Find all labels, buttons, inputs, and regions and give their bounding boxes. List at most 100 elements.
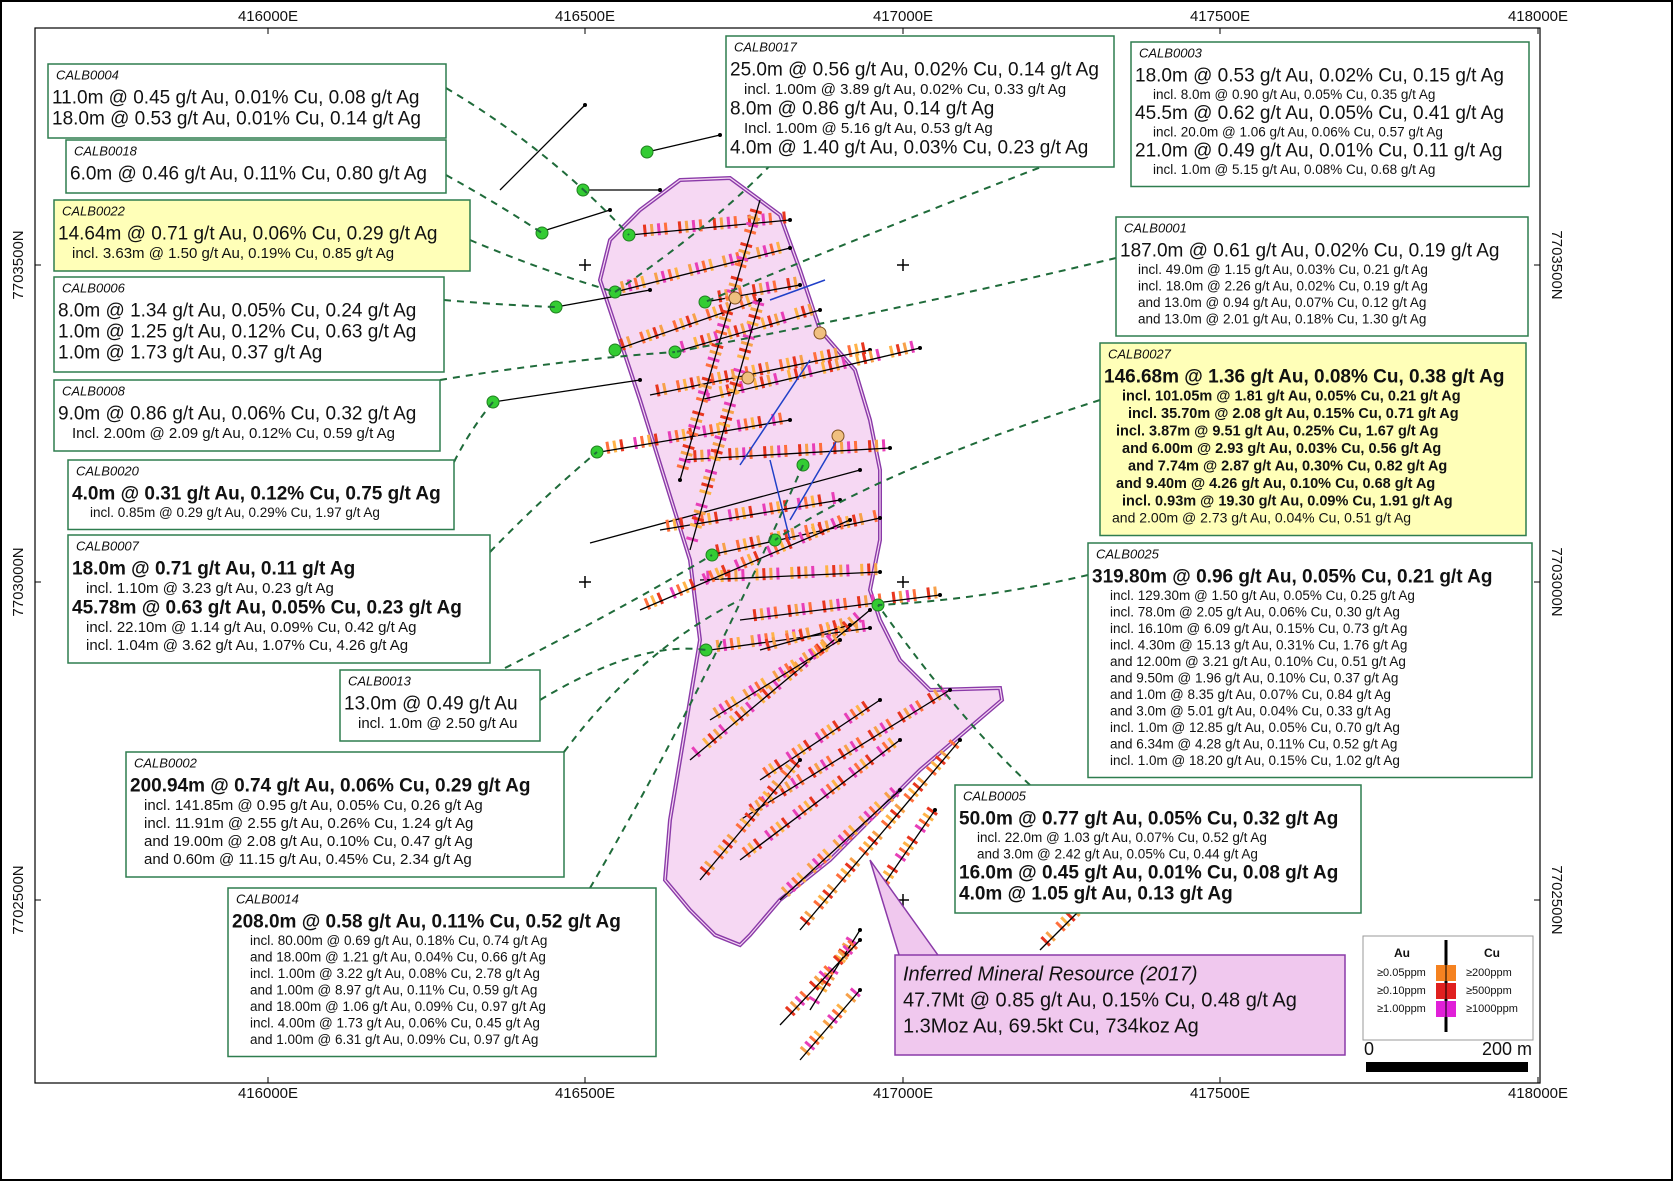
collar [698, 295, 712, 309]
intercept [747, 842, 757, 854]
callout-box [47, 63, 447, 139]
intercept [667, 431, 673, 444]
intercept [808, 796, 819, 808]
callout: CALB0003 18.0m @ 0.53 g/t Au, 0.02% Cu, 0… [1130, 41, 1530, 188]
drill-trace [539, 209, 611, 233]
intercept-line: incl. 1.10m @ 3.23 g/t Au, 0.23 g/t Ag [86, 580, 334, 597]
intercept [825, 621, 832, 635]
intercept-line: 50.0m @ 0.77 g/t Au, 0.05% Cu, 0.32 g/t … [959, 809, 1338, 830]
intercept-line: incl. 78.0m @ 2.05 g/t Au, 0.06% Cu, 0.3… [1110, 604, 1400, 619]
drill-trace [499, 104, 586, 191]
trace-end [858, 988, 862, 992]
intercept [754, 799, 764, 812]
drill-trace [704, 284, 801, 303]
intercept [822, 1019, 834, 1030]
intercept-line: incl. 1.04m @ 3.62 g/t Au, 1.07% Cu, 4.2… [86, 637, 408, 654]
intercept [716, 371, 723, 384]
intercept [785, 537, 793, 550]
intercept [863, 595, 869, 608]
intercept [721, 542, 728, 555]
intercept [897, 711, 906, 723]
intercept-line: and 9.40m @ 4.26 g/t Au, 0.10% Cu, 0.68 … [1116, 476, 1435, 492]
intercept [768, 212, 773, 225]
intercept [701, 572, 710, 586]
drill-trace [739, 739, 901, 861]
intercept [826, 966, 839, 975]
drill-trace [639, 519, 851, 611]
intercept [889, 808, 901, 819]
intercept-line: incl. 11.91m @ 2.55 g/t Au, 0.26% Cu, 1.… [144, 815, 473, 832]
callout: CALB0014 208.0m @ 0.58 g/t Au, 0.11% Cu, … [227, 887, 657, 1058]
intercept [837, 949, 849, 961]
intercept [889, 786, 900, 798]
intercept-line: and 12.00m @ 3.21 g/t Au, 0.10% Cu, 0.51… [1110, 654, 1406, 669]
intercept [740, 323, 747, 336]
intercept [771, 779, 783, 790]
intercept [819, 350, 826, 363]
intercept [625, 335, 633, 349]
intercept [948, 739, 960, 750]
intercept [769, 567, 773, 580]
intercept [694, 262, 701, 275]
intercept [854, 620, 859, 633]
trace-end [658, 188, 662, 192]
northing-label: 7703000N [10, 547, 27, 616]
intercept [801, 651, 811, 664]
intercept [798, 531, 806, 544]
intercept [789, 758, 801, 769]
leader-line [589, 464, 804, 889]
intercept-line: incl. 141.85m @ 0.95 g/t Au, 0.05% Cu, 0… [144, 797, 483, 814]
trace-end [798, 758, 802, 762]
intercept [822, 848, 833, 860]
intercept [658, 324, 666, 337]
intercept [735, 822, 747, 833]
intercept [660, 270, 667, 283]
intercept [825, 634, 836, 646]
callout: CALB0020 4.0m @ 0.31 g/t Au, 0.12% Cu, 0.… [67, 459, 455, 531]
hole-id: CALB0008 [62, 383, 126, 398]
intercept [789, 777, 799, 790]
intercept-line: incl. 101.05m @ 1.81 g/t Au, 0.05% Cu, 0… [1122, 389, 1461, 405]
intercept [830, 517, 838, 530]
intercept [868, 805, 879, 817]
intercept [721, 255, 728, 268]
intercept [814, 643, 825, 655]
legend-class: ≥0.10ppm [1377, 985, 1426, 997]
intercept [686, 430, 699, 437]
intercept [746, 320, 759, 327]
trace-end [878, 698, 882, 702]
intercept [682, 378, 688, 391]
intercept [846, 441, 851, 454]
intercept [826, 724, 836, 736]
intercept [742, 447, 746, 460]
intercept [747, 215, 761, 222]
intercept [807, 364, 813, 378]
intercept-line: Incl. 2.00m @ 2.09 g/t Au, 0.12% Cu, 0.5… [72, 425, 395, 442]
intercept [684, 220, 689, 233]
planned-hole [769, 459, 791, 541]
drill-trace [492, 379, 641, 403]
intercept [672, 319, 679, 333]
drill-trace [699, 759, 801, 881]
intercept [891, 591, 897, 604]
callout: CALB0018 6.0m @ 0.46 g/t Au, 0.11% Cu, 0.… [65, 139, 447, 194]
intercept [721, 838, 734, 849]
callout: CALB0006 8.0m @ 1.34 g/t Au, 0.05% Cu, 0.… [53, 276, 445, 373]
intercept [663, 222, 668, 235]
intercept [808, 995, 821, 1005]
intercept [818, 970, 830, 981]
intercept [800, 305, 807, 318]
intercept [799, 354, 805, 368]
intercept [881, 741, 892, 753]
trace-end [678, 478, 682, 482]
drill-trace [649, 349, 871, 396]
intercept [841, 356, 847, 370]
intercept [772, 670, 781, 683]
intercept [863, 810, 874, 822]
intercept [700, 449, 704, 462]
intercept [817, 494, 823, 507]
intercept [705, 363, 718, 370]
northing-label: 7702500N [10, 865, 27, 934]
intercept [717, 844, 729, 855]
